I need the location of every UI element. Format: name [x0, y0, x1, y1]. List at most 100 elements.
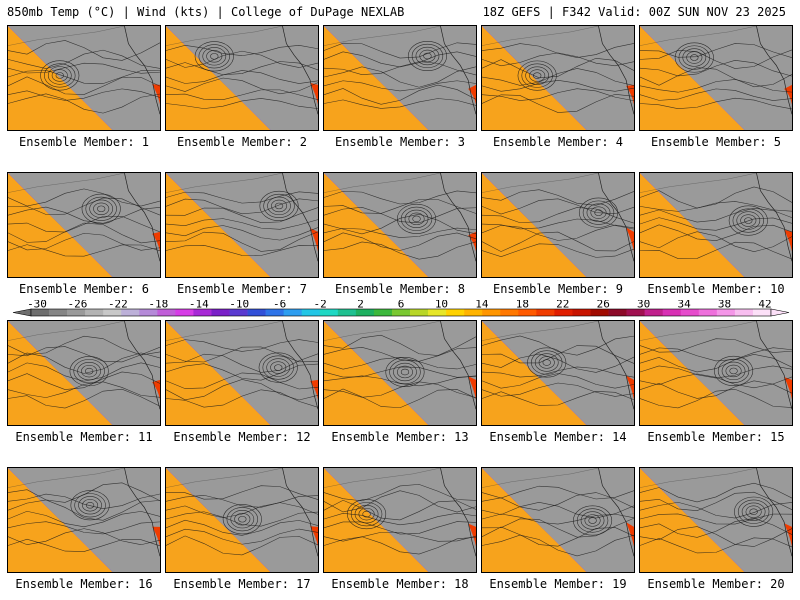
ensemble-member-map [639, 172, 793, 278]
ensemble-member-label: Ensemble Member: 3 [334, 135, 466, 149]
colorbar-tick-label: 42 [758, 300, 771, 311]
ensemble-member-map-image [640, 26, 792, 130]
ensemble-member-map [481, 467, 635, 573]
ensemble-member-label: Ensemble Member: 7 [176, 282, 308, 296]
ensemble-member-map [7, 467, 161, 573]
ensemble-member-map [481, 320, 635, 426]
ensemble-member-map-image [640, 468, 792, 572]
colorbar-swatch [698, 309, 718, 316]
colorbar-tick-label: 2 [357, 300, 364, 311]
colorbar-tick-label: -10 [229, 300, 249, 311]
ensemble-member-map [165, 467, 319, 573]
ensemble-member-map-image [640, 321, 792, 425]
colorbar-swatch [464, 309, 483, 316]
colorbar-swatch [49, 309, 68, 316]
ensemble-member-map [639, 467, 793, 573]
product-title: 850mb Temp (°C) | Wind (kts) | College o… [7, 5, 405, 19]
colorbar-swatch [752, 309, 772, 316]
colorbar-tick-label: -2 [313, 300, 326, 311]
ensemble-member-map-image [166, 321, 318, 425]
colorbar-tick-label: -30 [27, 300, 47, 311]
ensemble-member-map [323, 25, 477, 131]
ensemble-member-map [165, 172, 319, 278]
colorbar-tick-label: -18 [148, 300, 168, 311]
run-valid-time: 18Z GEFS | F342 Valid: 00Z SUN NOV 23 20… [482, 5, 786, 19]
ensemble-member-label: Ensemble Member: 20 [647, 577, 785, 591]
ensemble-member-map [639, 25, 793, 131]
ensemble-member-map [639, 320, 793, 426]
ensemble-member-map [481, 172, 635, 278]
ensemble-member-label: Ensemble Member: 12 [173, 430, 311, 444]
ensemble-member-label: Ensemble Member: 5 [650, 135, 782, 149]
ensemble-member-label: Ensemble Member: 6 [18, 282, 150, 296]
colorbar-swatch [572, 309, 591, 316]
colorbar-swatch [734, 309, 754, 316]
colorbar-tick-label: 30 [637, 300, 650, 311]
ensemble-member-map-image [324, 321, 476, 425]
colorbar-tick-label: -22 [108, 300, 128, 311]
ensemble-member-label: Ensemble Member: 15 [647, 430, 785, 444]
ensemble-member-map [7, 172, 161, 278]
colorbar-swatch [283, 309, 303, 316]
colorbar-swatch [590, 309, 609, 316]
colorbar-swatch [662, 309, 682, 316]
colorbar-tick-label: -6 [273, 300, 286, 311]
colorbar-svg: -30 -26 -22 -18 -14 -10 -6 -2 2 6 10 14 18 22 26 30 34 38… [12, 300, 790, 317]
ensemble-member-label: Ensemble Member: 18 [331, 577, 469, 591]
ensemble-member-map [481, 25, 635, 131]
ensemble-member-map-image [8, 321, 160, 425]
colorbar-tick-label: 14 [475, 300, 489, 311]
ensemble-member-map-image [166, 26, 318, 130]
ensemble-member-map-image [324, 26, 476, 130]
temperature-colorbar: -30 -26 -22 -18 -14 -10 -6 -2 2 6 10 14 18 22 26 30 34 38… [9, 300, 791, 330]
colorbar-swatch [67, 309, 86, 316]
ensemble-member-map [165, 25, 319, 131]
colorbar-max-arrow [770, 308, 790, 317]
ensemble-member-map-image [482, 468, 634, 572]
ensemble-member-label: Ensemble Member: 1 [18, 135, 150, 149]
colorbar-tick-label: 10 [435, 300, 448, 311]
colorbar-tick-label: 26 [597, 300, 610, 311]
colorbar-swatch [157, 309, 176, 316]
colorbar-swatch [373, 309, 393, 316]
ensemble-member-map-image [166, 173, 318, 277]
ensemble-member-map [165, 320, 319, 426]
ensemble-member-map-image [640, 173, 792, 277]
ensemble-member-label: Ensemble Member: 13 [331, 430, 469, 444]
ensemble-member-label: Ensemble Member: 11 [15, 430, 153, 444]
colorbar-swatch [536, 309, 555, 316]
colorbar-swatch [608, 309, 627, 316]
ensemble-member-map-image [482, 321, 634, 425]
colorbar-swatch [175, 309, 194, 316]
colorbar-swatch [644, 309, 664, 316]
colorbar-tick-label: 22 [556, 300, 569, 311]
colorbar-swatch [121, 309, 140, 316]
colorbar-swatch [680, 309, 700, 316]
colorbar-swatch [482, 309, 501, 316]
ensemble-member-map-image [482, 173, 634, 277]
colorbar-swatch [103, 309, 122, 316]
colorbar-swatch [337, 309, 357, 316]
ensemble-member-map-image [324, 173, 476, 277]
colorbar-tick-label: -26 [68, 300, 88, 311]
colorbar-swatch [716, 309, 736, 316]
ensemble-member-label: Ensemble Member: 19 [489, 577, 627, 591]
ensemble-member-map [7, 25, 161, 131]
ensemble-member-map-image [482, 26, 634, 130]
ensemble-member-map-image [8, 468, 160, 572]
colorbar-swatch [518, 309, 537, 316]
colorbar-tick-label: -14 [189, 300, 209, 311]
colorbar-swatch [428, 309, 447, 316]
colorbar-swatch [500, 309, 519, 316]
ensemble-member-label: Ensemble Member: 17 [173, 577, 311, 591]
colorbar-swatch [229, 309, 248, 316]
ensemble-member-map-image [166, 468, 318, 572]
colorbar-swatch [247, 309, 266, 316]
colorbar-swatch [446, 309, 465, 316]
colorbar-swatch [193, 309, 212, 316]
ensemble-member-map [7, 320, 161, 426]
colorbar-swatch [211, 309, 230, 316]
colorbar-swatch [265, 309, 284, 316]
colorbar-swatch [410, 309, 429, 316]
colorbar-tick-label: 38 [718, 300, 731, 311]
